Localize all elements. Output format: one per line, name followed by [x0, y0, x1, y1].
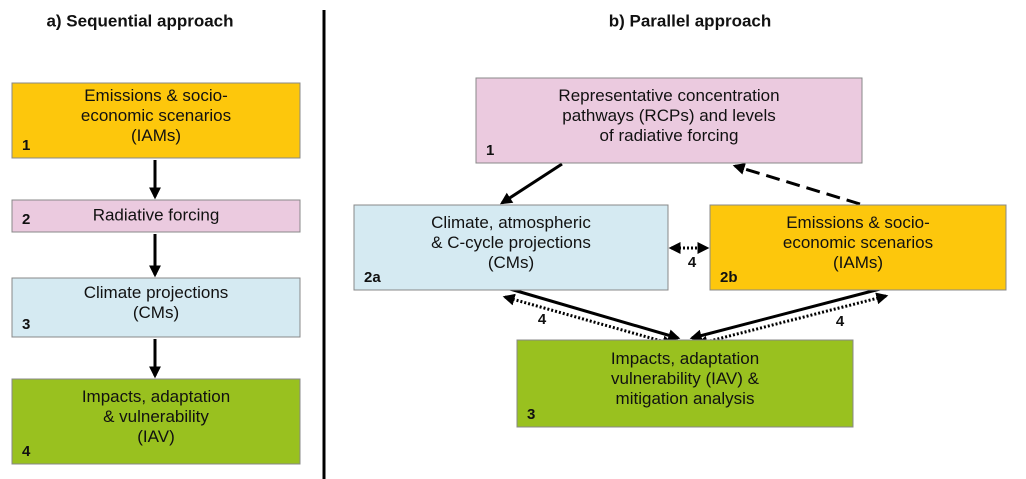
box-text: Climate projections: [84, 283, 229, 302]
box-text: mitigation analysis: [616, 389, 755, 408]
box-number: 1: [22, 137, 30, 154]
box-number: 2a: [364, 269, 381, 286]
arrows: [499, 162, 889, 348]
box-number: 4: [22, 443, 31, 460]
panel-title: a) Sequential approach: [46, 11, 233, 30]
link-label: 4: [688, 254, 697, 271]
box-number: 3: [22, 316, 30, 333]
box-text: Impacts, adaptation: [611, 349, 759, 368]
box-text: (IAMs): [131, 126, 181, 145]
box-text: (IAMs): [833, 253, 883, 272]
box-text: Climate, atmospheric: [431, 213, 591, 232]
box-text: (CMs): [488, 253, 534, 272]
box-text: economic scenarios: [783, 233, 933, 252]
box-text: & vulnerability: [103, 407, 209, 426]
box: [709, 204, 1007, 291]
box-number: 2: [22, 211, 30, 228]
box-text: economic scenarios: [81, 106, 231, 125]
box: [11, 82, 301, 159]
box: [11, 199, 301, 233]
box-text: vulnerability (IAV) &: [611, 369, 760, 388]
box-text: pathways (RCPs) and levels: [562, 106, 776, 125]
box-text: Emissions & socio-: [786, 213, 930, 232]
box-number: 3: [527, 406, 535, 423]
box-text: Representative concentration: [558, 86, 779, 105]
box: [11, 277, 301, 338]
box: [11, 378, 301, 465]
link-label: 4: [836, 313, 845, 330]
box-text: (CMs): [133, 303, 179, 322]
box-text: Impacts, adaptation: [82, 387, 230, 406]
box-number: 2b: [720, 269, 738, 286]
box-text: (IAV): [137, 427, 174, 446]
link-label: 4: [538, 311, 547, 328]
box-text: Emissions & socio-: [84, 86, 228, 105]
box: [353, 204, 669, 291]
box: [516, 339, 854, 428]
box: [475, 77, 863, 164]
box-text: Radiative forcing: [93, 205, 220, 224]
box-text: & C-cycle projections: [431, 233, 591, 252]
box-text: of radiative forcing: [600, 126, 739, 145]
box-number: 1: [486, 142, 494, 159]
panel-title: b) Parallel approach: [609, 11, 772, 30]
